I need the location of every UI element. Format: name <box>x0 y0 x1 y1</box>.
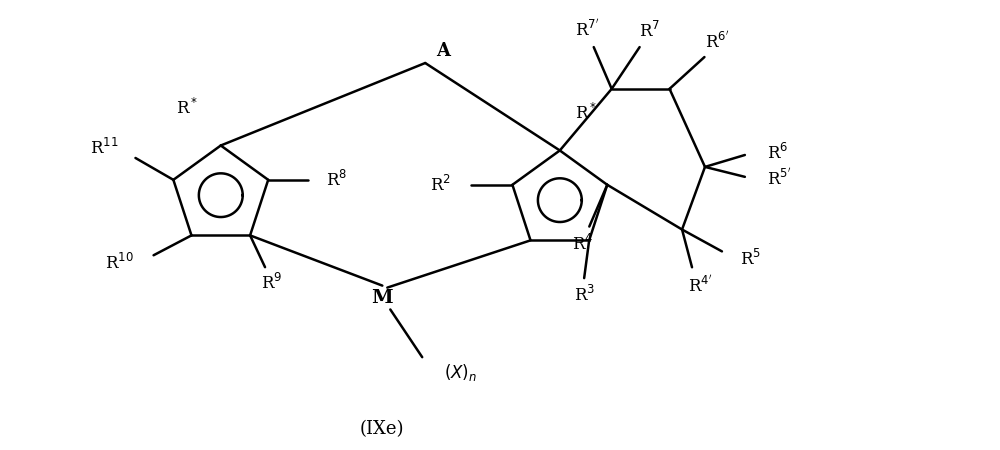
Text: (IXe): (IXe) <box>360 420 405 438</box>
Text: R$^2$: R$^2$ <box>430 175 451 195</box>
Text: R$^9$: R$^9$ <box>261 273 283 293</box>
Text: R$^3$: R$^3$ <box>574 285 595 305</box>
Text: R$^{6'}$: R$^{6'}$ <box>705 31 730 52</box>
Text: R$^4$: R$^4$ <box>572 234 593 255</box>
Text: R$^*$: R$^*$ <box>176 98 199 118</box>
Text: R$^8$: R$^8$ <box>326 170 347 190</box>
Text: R$^{4'}$: R$^{4'}$ <box>688 275 712 296</box>
Text: R$^{7'}$: R$^{7'}$ <box>575 19 599 40</box>
Text: M: M <box>372 288 393 306</box>
Text: R$^*$: R$^*$ <box>575 103 597 123</box>
Text: $(X)_n$: $(X)_n$ <box>444 362 477 382</box>
Text: R$^{5'}$: R$^{5'}$ <box>767 168 791 189</box>
Text: R$^7$: R$^7$ <box>639 21 660 41</box>
Text: A: A <box>436 42 450 60</box>
Text: R$^{10}$: R$^{10}$ <box>105 253 134 273</box>
Text: R$^5$: R$^5$ <box>740 249 761 270</box>
Text: R$^{11}$: R$^{11}$ <box>90 138 119 158</box>
Text: R$^6$: R$^6$ <box>767 143 788 163</box>
